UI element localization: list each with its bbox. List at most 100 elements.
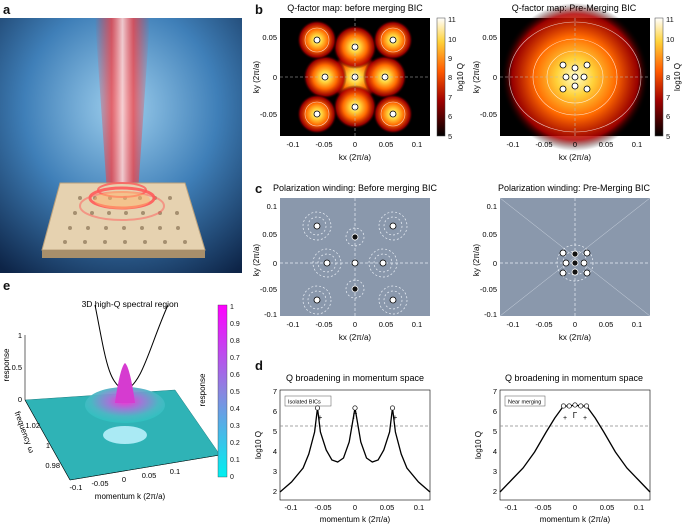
svg-text:1: 1 xyxy=(230,304,234,311)
d-right-bic-marker xyxy=(578,403,584,409)
svg-text:0.05: 0.05 xyxy=(482,230,497,239)
d-left-gamma-label: Γ xyxy=(353,412,358,421)
svg-text:0.1: 0.1 xyxy=(230,457,240,464)
svg-text:11: 11 xyxy=(666,15,674,24)
svg-text:0: 0 xyxy=(573,140,577,149)
c-right-xlabel: kx (2π/a) xyxy=(559,333,592,342)
b-right-ylabel: ky (2π/a) xyxy=(472,61,481,94)
svg-text:7: 7 xyxy=(273,387,277,396)
d-left-legend: Isolated BICs xyxy=(288,400,321,406)
b-left-colorbar-label: log10 Q xyxy=(456,63,465,91)
d-left-xlabel: momentum k (2π/a) xyxy=(320,515,391,524)
svg-text:7: 7 xyxy=(493,387,497,396)
svg-text:0.1: 0.1 xyxy=(487,202,497,211)
svg-text:4: 4 xyxy=(493,447,497,456)
svg-text:-0.1: -0.1 xyxy=(507,320,520,329)
svg-text:3: 3 xyxy=(493,467,497,476)
d-left-plus-label-1: + xyxy=(318,413,323,422)
panel-label-c: c xyxy=(255,181,263,196)
svg-text:0.5: 0.5 xyxy=(12,363,22,372)
svg-text:0: 0 xyxy=(18,395,22,404)
svg-text:1: 1 xyxy=(18,331,22,340)
svg-text:3: 3 xyxy=(273,467,277,476)
svg-text:-0.1: -0.1 xyxy=(70,483,83,492)
svg-text:0.05: 0.05 xyxy=(379,320,394,329)
svg-text:9: 9 xyxy=(448,54,452,63)
svg-text:-0.05: -0.05 xyxy=(534,503,551,512)
svg-text:-0.05: -0.05 xyxy=(91,479,108,488)
svg-text:0.1: 0.1 xyxy=(414,503,424,512)
svg-text:0.1: 0.1 xyxy=(632,320,642,329)
c-left-title: Polarization winding: Before merging BIC xyxy=(273,183,438,193)
c-left-xlabel: kx (2π/a) xyxy=(339,333,372,342)
panel-label-b: b xyxy=(255,2,263,17)
svg-text:4: 4 xyxy=(273,447,277,456)
svg-text:0.4: 0.4 xyxy=(230,406,240,413)
b-left-xlabel: kx (2π/a) xyxy=(339,153,372,162)
svg-text:0.05: 0.05 xyxy=(380,503,395,512)
svg-text:6: 6 xyxy=(448,112,452,121)
svg-text:-0.05: -0.05 xyxy=(535,140,552,149)
svg-text:0.3: 0.3 xyxy=(230,423,240,430)
b-right-colorbar-label: log10 Q xyxy=(673,63,682,91)
d-right-title: Q broadening in momentum space xyxy=(505,373,643,383)
c-left-ylabel: ky (2π/a) xyxy=(252,244,261,277)
svg-text:-0.05: -0.05 xyxy=(315,140,332,149)
svg-text:0: 0 xyxy=(353,320,357,329)
svg-text:0.05: 0.05 xyxy=(600,503,615,512)
b-left-title: Q-factor map: before merging BIC xyxy=(287,3,423,13)
e-peak xyxy=(115,363,135,403)
svg-text:-0.1: -0.1 xyxy=(264,310,277,319)
svg-text:7: 7 xyxy=(666,93,670,102)
svg-text:0: 0 xyxy=(573,503,577,512)
panel-c: Polarization winding: Before merging BIC… xyxy=(252,183,651,342)
svg-text:0.05: 0.05 xyxy=(262,230,277,239)
c-right-ylabel: ky (2π/a) xyxy=(472,244,481,277)
svg-text:-0.1: -0.1 xyxy=(507,140,520,149)
svg-text:0.8: 0.8 xyxy=(230,338,240,345)
svg-text:-0.05: -0.05 xyxy=(535,320,552,329)
svg-text:0.2: 0.2 xyxy=(230,440,240,447)
svg-text:0.05: 0.05 xyxy=(142,471,157,480)
svg-text:5: 5 xyxy=(493,427,497,436)
svg-text:0: 0 xyxy=(273,73,277,82)
svg-text:0.1: 0.1 xyxy=(412,140,422,149)
laser-beam xyxy=(95,18,150,193)
d-left-ylabel: log10 Q xyxy=(254,431,263,459)
svg-text:1.02: 1.02 xyxy=(25,421,40,430)
svg-text:1: 1 xyxy=(46,441,50,450)
e-colorbar-label: response xyxy=(198,373,207,406)
svg-text:-0.05: -0.05 xyxy=(480,285,497,294)
svg-text:10: 10 xyxy=(666,35,674,44)
c-left-field xyxy=(280,198,430,316)
panel-label-d: d xyxy=(255,358,263,373)
svg-text:6: 6 xyxy=(493,407,497,416)
svg-text:10: 10 xyxy=(448,35,456,44)
svg-text:0.1: 0.1 xyxy=(412,320,422,329)
svg-text:-0.05: -0.05 xyxy=(260,110,277,119)
svg-text:-0.1: -0.1 xyxy=(505,503,518,512)
svg-text:0.1: 0.1 xyxy=(267,202,277,211)
svg-text:2: 2 xyxy=(493,487,497,496)
e-annotation: 3D high-Q spectral region xyxy=(82,299,179,309)
svg-text:0.05: 0.05 xyxy=(599,320,614,329)
svg-text:9: 9 xyxy=(666,54,670,63)
svg-text:0.98: 0.98 xyxy=(45,461,60,470)
svg-text:0: 0 xyxy=(353,503,357,512)
svg-text:0.1: 0.1 xyxy=(634,503,644,512)
svg-text:5: 5 xyxy=(666,132,670,141)
svg-text:-0.1: -0.1 xyxy=(287,140,300,149)
svg-text:-0.05: -0.05 xyxy=(315,320,332,329)
svg-text:-0.1: -0.1 xyxy=(287,320,300,329)
svg-text:6: 6 xyxy=(273,407,277,416)
panel-b: Q-factor map: before merging BIC Q-facto… xyxy=(252,3,682,162)
svg-text:0: 0 xyxy=(273,259,277,268)
svg-text:0.7: 0.7 xyxy=(230,355,240,362)
c-right-title: Polarization winding: Pre-Merging BIC xyxy=(498,183,651,193)
d-right-xlabel: momentum k (2π/a) xyxy=(540,515,611,524)
svg-text:0: 0 xyxy=(122,475,126,484)
svg-text:0.05: 0.05 xyxy=(482,33,497,42)
b-right-xlabel: kx (2π/a) xyxy=(559,153,592,162)
svg-text:0.1: 0.1 xyxy=(170,467,180,476)
d-left-plus-label-2: + xyxy=(393,413,398,422)
